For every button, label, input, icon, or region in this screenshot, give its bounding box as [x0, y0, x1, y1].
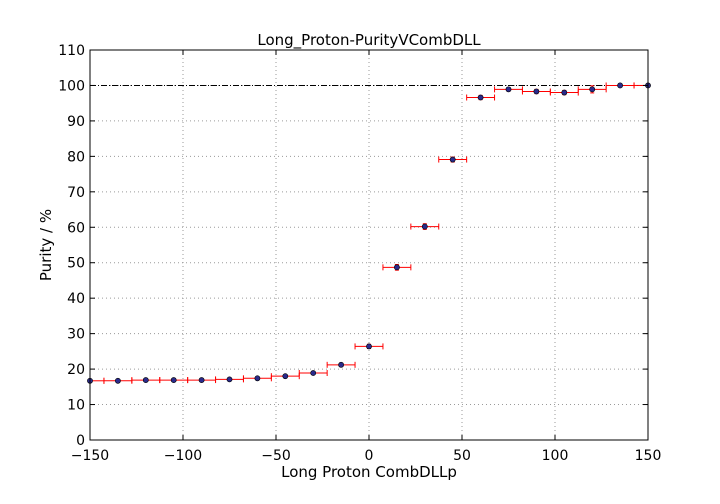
x-tick-label: −50 [261, 448, 291, 464]
data-point [270, 373, 300, 380]
x-axis-title: Long Proton CombDLLp [281, 463, 457, 481]
data-marker [282, 373, 289, 380]
y-tick-label: 60 [67, 220, 85, 236]
data-points [87, 82, 651, 384]
data-marker [477, 94, 484, 101]
data-point [187, 377, 217, 384]
data-point [354, 343, 384, 350]
data-marker [170, 377, 177, 383]
data-marker [393, 264, 400, 271]
y-tick-label: 30 [67, 327, 85, 343]
y-tick-label: 70 [67, 185, 85, 201]
y-tick-label: 0 [76, 433, 85, 449]
x-tick-label: 100 [542, 448, 569, 464]
data-marker [226, 376, 233, 383]
data-point [577, 85, 607, 94]
data-marker [254, 375, 261, 382]
x-tick-label: −100 [164, 448, 202, 464]
data-marker [589, 86, 596, 93]
x-tick-label: 50 [453, 448, 471, 464]
data-point [131, 377, 161, 384]
data-marker [449, 156, 456, 163]
y-tick-label: 80 [67, 149, 85, 165]
y-tick-label: 10 [67, 398, 85, 414]
y-tick-label: 110 [58, 43, 85, 59]
y-tick-label: 50 [67, 256, 85, 272]
data-point [466, 94, 496, 101]
data-marker [561, 89, 568, 96]
data-point [605, 82, 635, 89]
data-point [438, 156, 468, 163]
data-point [549, 89, 579, 96]
data-marker [533, 88, 540, 95]
data-point [103, 377, 133, 384]
data-marker [366, 343, 372, 350]
data-marker [617, 82, 623, 89]
y-tick-label: 100 [58, 78, 85, 94]
y-tick-label: 40 [67, 291, 85, 307]
axis-ticks: −150 −100 −50 0 50 100 150 0 10 20 30 40 50 60 70 80 90 1… [58, 43, 661, 464]
data-marker [505, 86, 512, 93]
x-tick-label: −150 [71, 448, 109, 464]
data-marker [115, 377, 121, 384]
data-marker [421, 223, 428, 230]
data-marker [142, 377, 149, 383]
data-point [215, 376, 244, 383]
data-marker [198, 377, 205, 383]
data-marker [338, 361, 344, 368]
chart-title: Long_Proton-PurityVCombDLL [257, 31, 481, 50]
data-point [326, 361, 356, 368]
x-tick-label: 0 [365, 448, 374, 464]
data-point [298, 369, 328, 376]
x-tick-label: 150 [635, 448, 662, 464]
data-point [521, 88, 551, 95]
data-point [242, 375, 272, 382]
y-tick-label: 20 [67, 362, 85, 378]
data-point [382, 264, 412, 271]
data-point [494, 86, 523, 93]
y-tick-label: 90 [67, 114, 85, 130]
data-point [410, 223, 440, 230]
y-axis-title: Purity / % [37, 209, 55, 281]
data-marker [310, 370, 317, 376]
